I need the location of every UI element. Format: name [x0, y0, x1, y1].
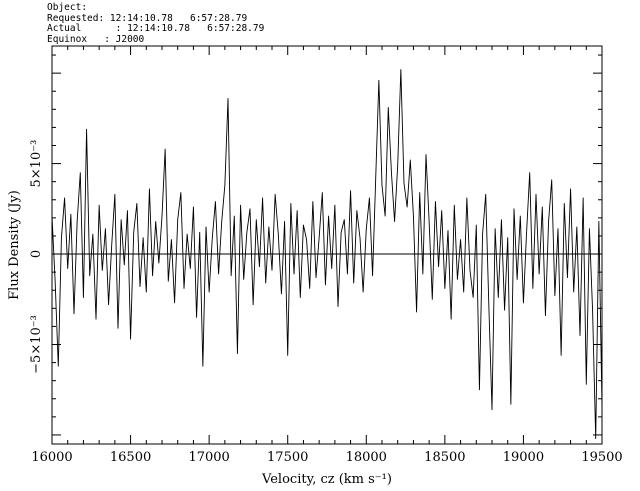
- equinox-label: Equinox : J2000: [47, 33, 145, 45]
- spectrum-line: [51, 69, 603, 440]
- y-tick-label: 0: [29, 250, 44, 258]
- x-tick-label: 18000: [346, 450, 387, 465]
- x-tick-label: 16000: [31, 450, 72, 465]
- x-tick-label: 16500: [110, 450, 151, 465]
- plot-frame: [51, 45, 603, 445]
- x-axis-title: Velocity, cz (km s⁻¹): [261, 472, 392, 487]
- x-tick-label: 17000: [188, 450, 229, 465]
- y-tick-label: −5×10⁻³: [29, 315, 44, 374]
- actual-coordinates: Actual : 12:14:10.78 6:57:28.79: [47, 23, 265, 35]
- y-tick-label: 5×10⁻³: [29, 140, 44, 188]
- object-header: Object: Requested: 12:14:10.78 6:57:28.79…: [47, 2, 265, 45]
- requested-coordinates: Requested: 12:14:10.78 6:57:28.79: [47, 12, 248, 24]
- x-tick-label: 17500: [267, 450, 308, 465]
- x-tick-label: 18500: [424, 450, 465, 465]
- x-tick-label: 19500: [581, 450, 622, 465]
- y-axis-title: Flux Density (Jy): [7, 190, 22, 300]
- object-label: Object:: [47, 2, 88, 13]
- x-tick-label: 19000: [503, 450, 544, 465]
